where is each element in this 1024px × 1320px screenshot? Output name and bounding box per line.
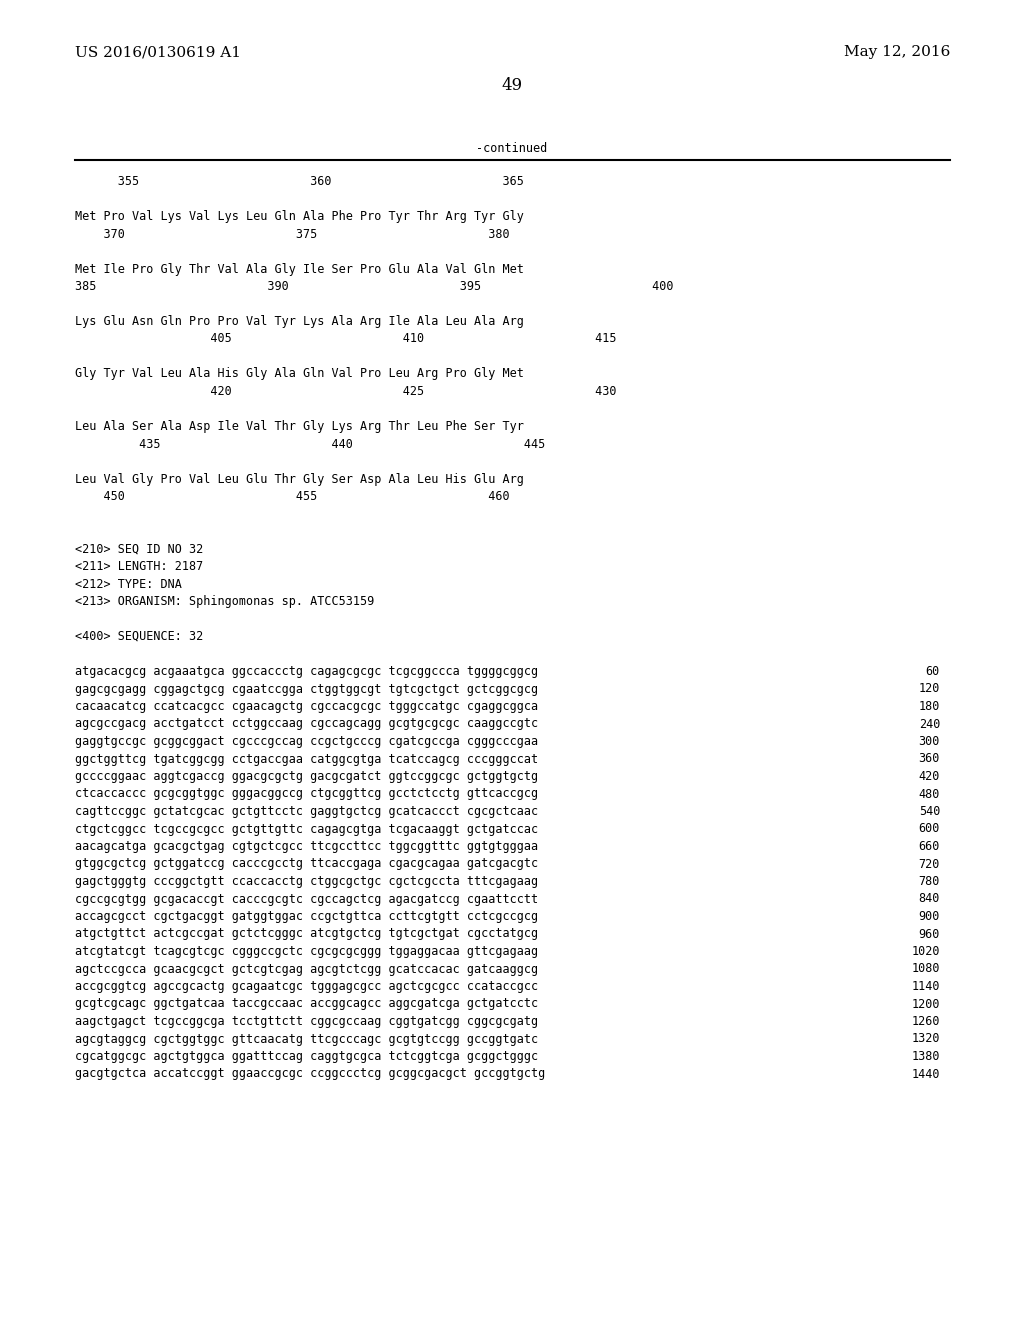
Text: gtggcgctcg gctggatccg cacccgcctg ttcaccgaga cgacgcagaa gatcgacgtc: gtggcgctcg gctggatccg cacccgcctg ttcaccg… (75, 858, 539, 870)
Text: gccccggaac aggtcgaccg ggacgcgctg gacgcgatct ggtccggcgc gctggtgctg: gccccggaac aggtcgaccg ggacgcgctg gacgcga… (75, 770, 539, 783)
Text: 370                        375                        380: 370 375 380 (75, 227, 510, 240)
Text: 600: 600 (919, 822, 940, 836)
Text: Leu Ala Ser Ala Asp Ile Val Thr Gly Lys Arg Thr Leu Phe Ser Tyr: Leu Ala Ser Ala Asp Ile Val Thr Gly Lys … (75, 420, 524, 433)
Text: <210> SEQ ID NO 32: <210> SEQ ID NO 32 (75, 543, 203, 556)
Text: 720: 720 (919, 858, 940, 870)
Text: atgctgttct actcgccgat gctctcgggc atcgtgctcg tgtcgctgat cgcctatgcg: atgctgttct actcgccgat gctctcgggc atcgtgc… (75, 928, 539, 940)
Text: agcgtaggcg cgctggtggc gttcaacatg ttcgcccagc gcgtgtccgg gccggtgatc: agcgtaggcg cgctggtggc gttcaacatg ttcgccc… (75, 1032, 539, 1045)
Text: <213> ORGANISM: Sphingomonas sp. ATCC53159: <213> ORGANISM: Sphingomonas sp. ATCC531… (75, 595, 374, 609)
Text: 355                        360                        365: 355 360 365 (75, 176, 524, 187)
Text: 435                        440                        445: 435 440 445 (75, 437, 545, 450)
Text: 900: 900 (919, 909, 940, 923)
Text: 49: 49 (502, 77, 522, 94)
Text: aacagcatga gcacgctgag cgtgctcgcc ttcgccttcc tggcggtttc ggtgtgggaa: aacagcatga gcacgctgag cgtgctcgcc ttcgcct… (75, 840, 539, 853)
Text: gagcgcgagg cggagctgcg cgaatccgga ctggtggcgt tgtcgctgct gctcggcgcg: gagcgcgagg cggagctgcg cgaatccgga ctggtgg… (75, 682, 539, 696)
Text: aagctgagct tcgccggcga tcctgttctt cggcgccaag cggtgatcgg cggcgcgatg: aagctgagct tcgccggcga tcctgttctt cggcgcc… (75, 1015, 539, 1028)
Text: agctccgcca gcaacgcgct gctcgtcgag agcgtctcgg gcatccacac gatcaaggcg: agctccgcca gcaacgcgct gctcgtcgag agcgtct… (75, 962, 539, 975)
Text: <400> SEQUENCE: 32: <400> SEQUENCE: 32 (75, 630, 203, 643)
Text: Met Pro Val Lys Val Lys Leu Gln Ala Phe Pro Tyr Thr Arg Tyr Gly: Met Pro Val Lys Val Lys Leu Gln Ala Phe … (75, 210, 524, 223)
Text: 450                        455                        460: 450 455 460 (75, 490, 510, 503)
Text: 420: 420 (919, 770, 940, 783)
Text: 840: 840 (919, 892, 940, 906)
Text: accgcggtcg agccgcactg gcagaatcgc tgggagcgcc agctcgcgcc ccataccgcc: accgcggtcg agccgcactg gcagaatcgc tgggagc… (75, 979, 539, 993)
Text: Leu Val Gly Pro Val Leu Glu Thr Gly Ser Asp Ala Leu His Glu Arg: Leu Val Gly Pro Val Leu Glu Thr Gly Ser … (75, 473, 524, 486)
Text: cagttccggc gctatcgcac gctgttcctc gaggtgctcg gcatcaccct cgcgctcaac: cagttccggc gctatcgcac gctgttcctc gaggtgc… (75, 805, 539, 818)
Text: gaggtgccgc gcggcggact cgcccgccag ccgctgcccg cgatcgccga cgggcccgaa: gaggtgccgc gcggcggact cgcccgccag ccgctgc… (75, 735, 539, 748)
Text: ctcaccaccc gcgcggtggc gggacggccg ctgcggttcg gcctctcctg gttcaccgcg: ctcaccaccc gcgcggtggc gggacggccg ctgcggt… (75, 788, 539, 800)
Text: 1020: 1020 (911, 945, 940, 958)
Text: <211> LENGTH: 2187: <211> LENGTH: 2187 (75, 560, 203, 573)
Text: 660: 660 (919, 840, 940, 853)
Text: 1380: 1380 (911, 1049, 940, 1063)
Text: 180: 180 (919, 700, 940, 713)
Text: 780: 780 (919, 875, 940, 888)
Text: atgacacgcg acgaaatgca ggccaccctg cagagcgcgc tcgcggccca tggggcggcg: atgacacgcg acgaaatgca ggccaccctg cagagcg… (75, 665, 539, 678)
Text: May 12, 2016: May 12, 2016 (844, 45, 950, 59)
Text: atcgtatcgt tcagcgtcgc cgggccgctc cgcgcgcggg tggaggacaa gttcgagaag: atcgtatcgt tcagcgtcgc cgggccgctc cgcgcgc… (75, 945, 539, 958)
Text: 1260: 1260 (911, 1015, 940, 1028)
Text: Gly Tyr Val Leu Ala His Gly Ala Gln Val Pro Leu Arg Pro Gly Met: Gly Tyr Val Leu Ala His Gly Ala Gln Val … (75, 367, 524, 380)
Text: 1080: 1080 (911, 962, 940, 975)
Text: -continued: -continued (476, 141, 548, 154)
Text: ggctggttcg tgatcggcgg cctgaccgaa catggcgtga tcatccagcg cccgggccat: ggctggttcg tgatcggcgg cctgaccgaa catggcg… (75, 752, 539, 766)
Text: gcgtcgcagc ggctgatcaa taccgccaac accggcagcc aggcgatcga gctgatcctc: gcgtcgcagc ggctgatcaa taccgccaac accggca… (75, 998, 539, 1011)
Text: <212> TYPE: DNA: <212> TYPE: DNA (75, 578, 182, 590)
Text: cacaacatcg ccatcacgcc cgaacagctg cgccacgcgc tgggccatgc cgaggcggca: cacaacatcg ccatcacgcc cgaacagctg cgccacg… (75, 700, 539, 713)
Text: 60: 60 (926, 665, 940, 678)
Text: 1320: 1320 (911, 1032, 940, 1045)
Text: gagctgggtg cccggctgtt ccaccacctg ctggcgctgc cgctcgccta tttcgagaag: gagctgggtg cccggctgtt ccaccacctg ctggcgc… (75, 875, 539, 888)
Text: 960: 960 (919, 928, 940, 940)
Text: gacgtgctca accatccggt ggaaccgcgc ccggccctcg gcggcgacgct gccggtgctg: gacgtgctca accatccggt ggaaccgcgc ccggccc… (75, 1068, 545, 1081)
Text: 300: 300 (919, 735, 940, 748)
Text: 480: 480 (919, 788, 940, 800)
Text: 360: 360 (919, 752, 940, 766)
Text: agcgccgacg acctgatcct cctggccaag cgccagcagg gcgtgcgcgc caaggccgtc: agcgccgacg acctgatcct cctggccaag cgccagc… (75, 718, 539, 730)
Text: US 2016/0130619 A1: US 2016/0130619 A1 (75, 45, 241, 59)
Text: 1140: 1140 (911, 979, 940, 993)
Text: cgccgcgtgg gcgacaccgt cacccgcgtc cgccagctcg agacgatccg cgaattcctt: cgccgcgtgg gcgacaccgt cacccgcgtc cgccagc… (75, 892, 539, 906)
Text: 385                        390                        395                       : 385 390 395 (75, 280, 674, 293)
Text: 540: 540 (919, 805, 940, 818)
Text: 1200: 1200 (911, 998, 940, 1011)
Text: ctgctcggcc tcgccgcgcc gctgttgttc cagagcgtga tcgacaaggt gctgatccac: ctgctcggcc tcgccgcgcc gctgttgttc cagagcg… (75, 822, 539, 836)
Text: Met Ile Pro Gly Thr Val Ala Gly Ile Ser Pro Glu Ala Val Gln Met: Met Ile Pro Gly Thr Val Ala Gly Ile Ser … (75, 263, 524, 276)
Text: 420                        425                        430: 420 425 430 (75, 385, 616, 399)
Text: cgcatggcgc agctgtggca ggatttccag caggtgcgca tctcggtcga gcggctgggc: cgcatggcgc agctgtggca ggatttccag caggtgc… (75, 1049, 539, 1063)
Text: 1440: 1440 (911, 1068, 940, 1081)
Text: 240: 240 (919, 718, 940, 730)
Text: Lys Glu Asn Gln Pro Pro Val Tyr Lys Ala Arg Ile Ala Leu Ala Arg: Lys Glu Asn Gln Pro Pro Val Tyr Lys Ala … (75, 315, 524, 327)
Text: 405                        410                        415: 405 410 415 (75, 333, 616, 346)
Text: 120: 120 (919, 682, 940, 696)
Text: accagcgcct cgctgacggt gatggtggac ccgctgttca ccttcgtgtt cctcgccgcg: accagcgcct cgctgacggt gatggtggac ccgctgt… (75, 909, 539, 923)
